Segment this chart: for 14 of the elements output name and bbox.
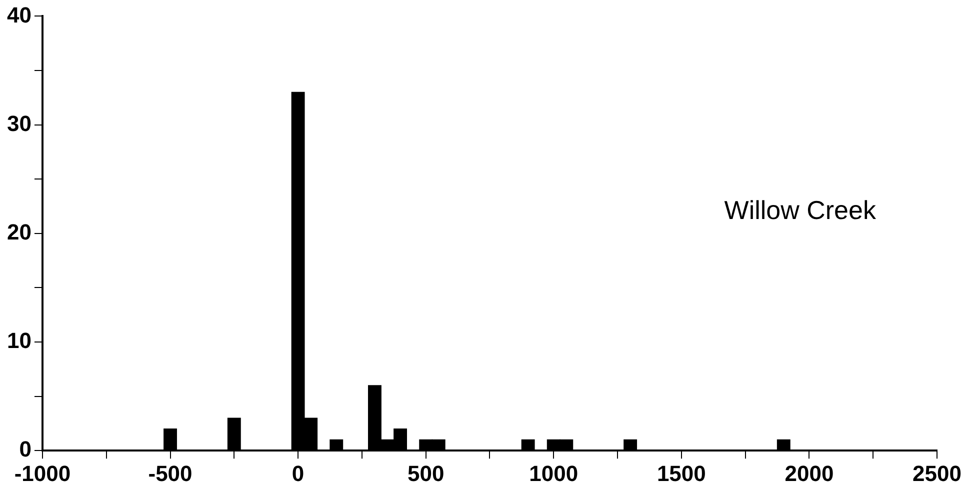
x-tick-label: -1000 xyxy=(14,460,71,486)
y-tick-label: 0 xyxy=(19,436,32,462)
y-tick-label: 20 xyxy=(6,219,32,244)
x-tick-label: 2500 xyxy=(912,460,962,486)
x-tick-label: -500 xyxy=(148,460,192,486)
x-tick-label: 1500 xyxy=(656,460,706,486)
x-tick-label: 0 xyxy=(292,460,304,486)
y-tick-label: 30 xyxy=(6,110,32,136)
annotation: Willow Creek xyxy=(724,194,877,225)
x-tick-label: 2000 xyxy=(784,460,834,486)
y-tick-label: 10 xyxy=(6,328,32,354)
y-tick-label: 40 xyxy=(6,2,32,28)
x-tick-label: 1000 xyxy=(529,460,578,486)
x-tick-label: 500 xyxy=(407,460,444,486)
